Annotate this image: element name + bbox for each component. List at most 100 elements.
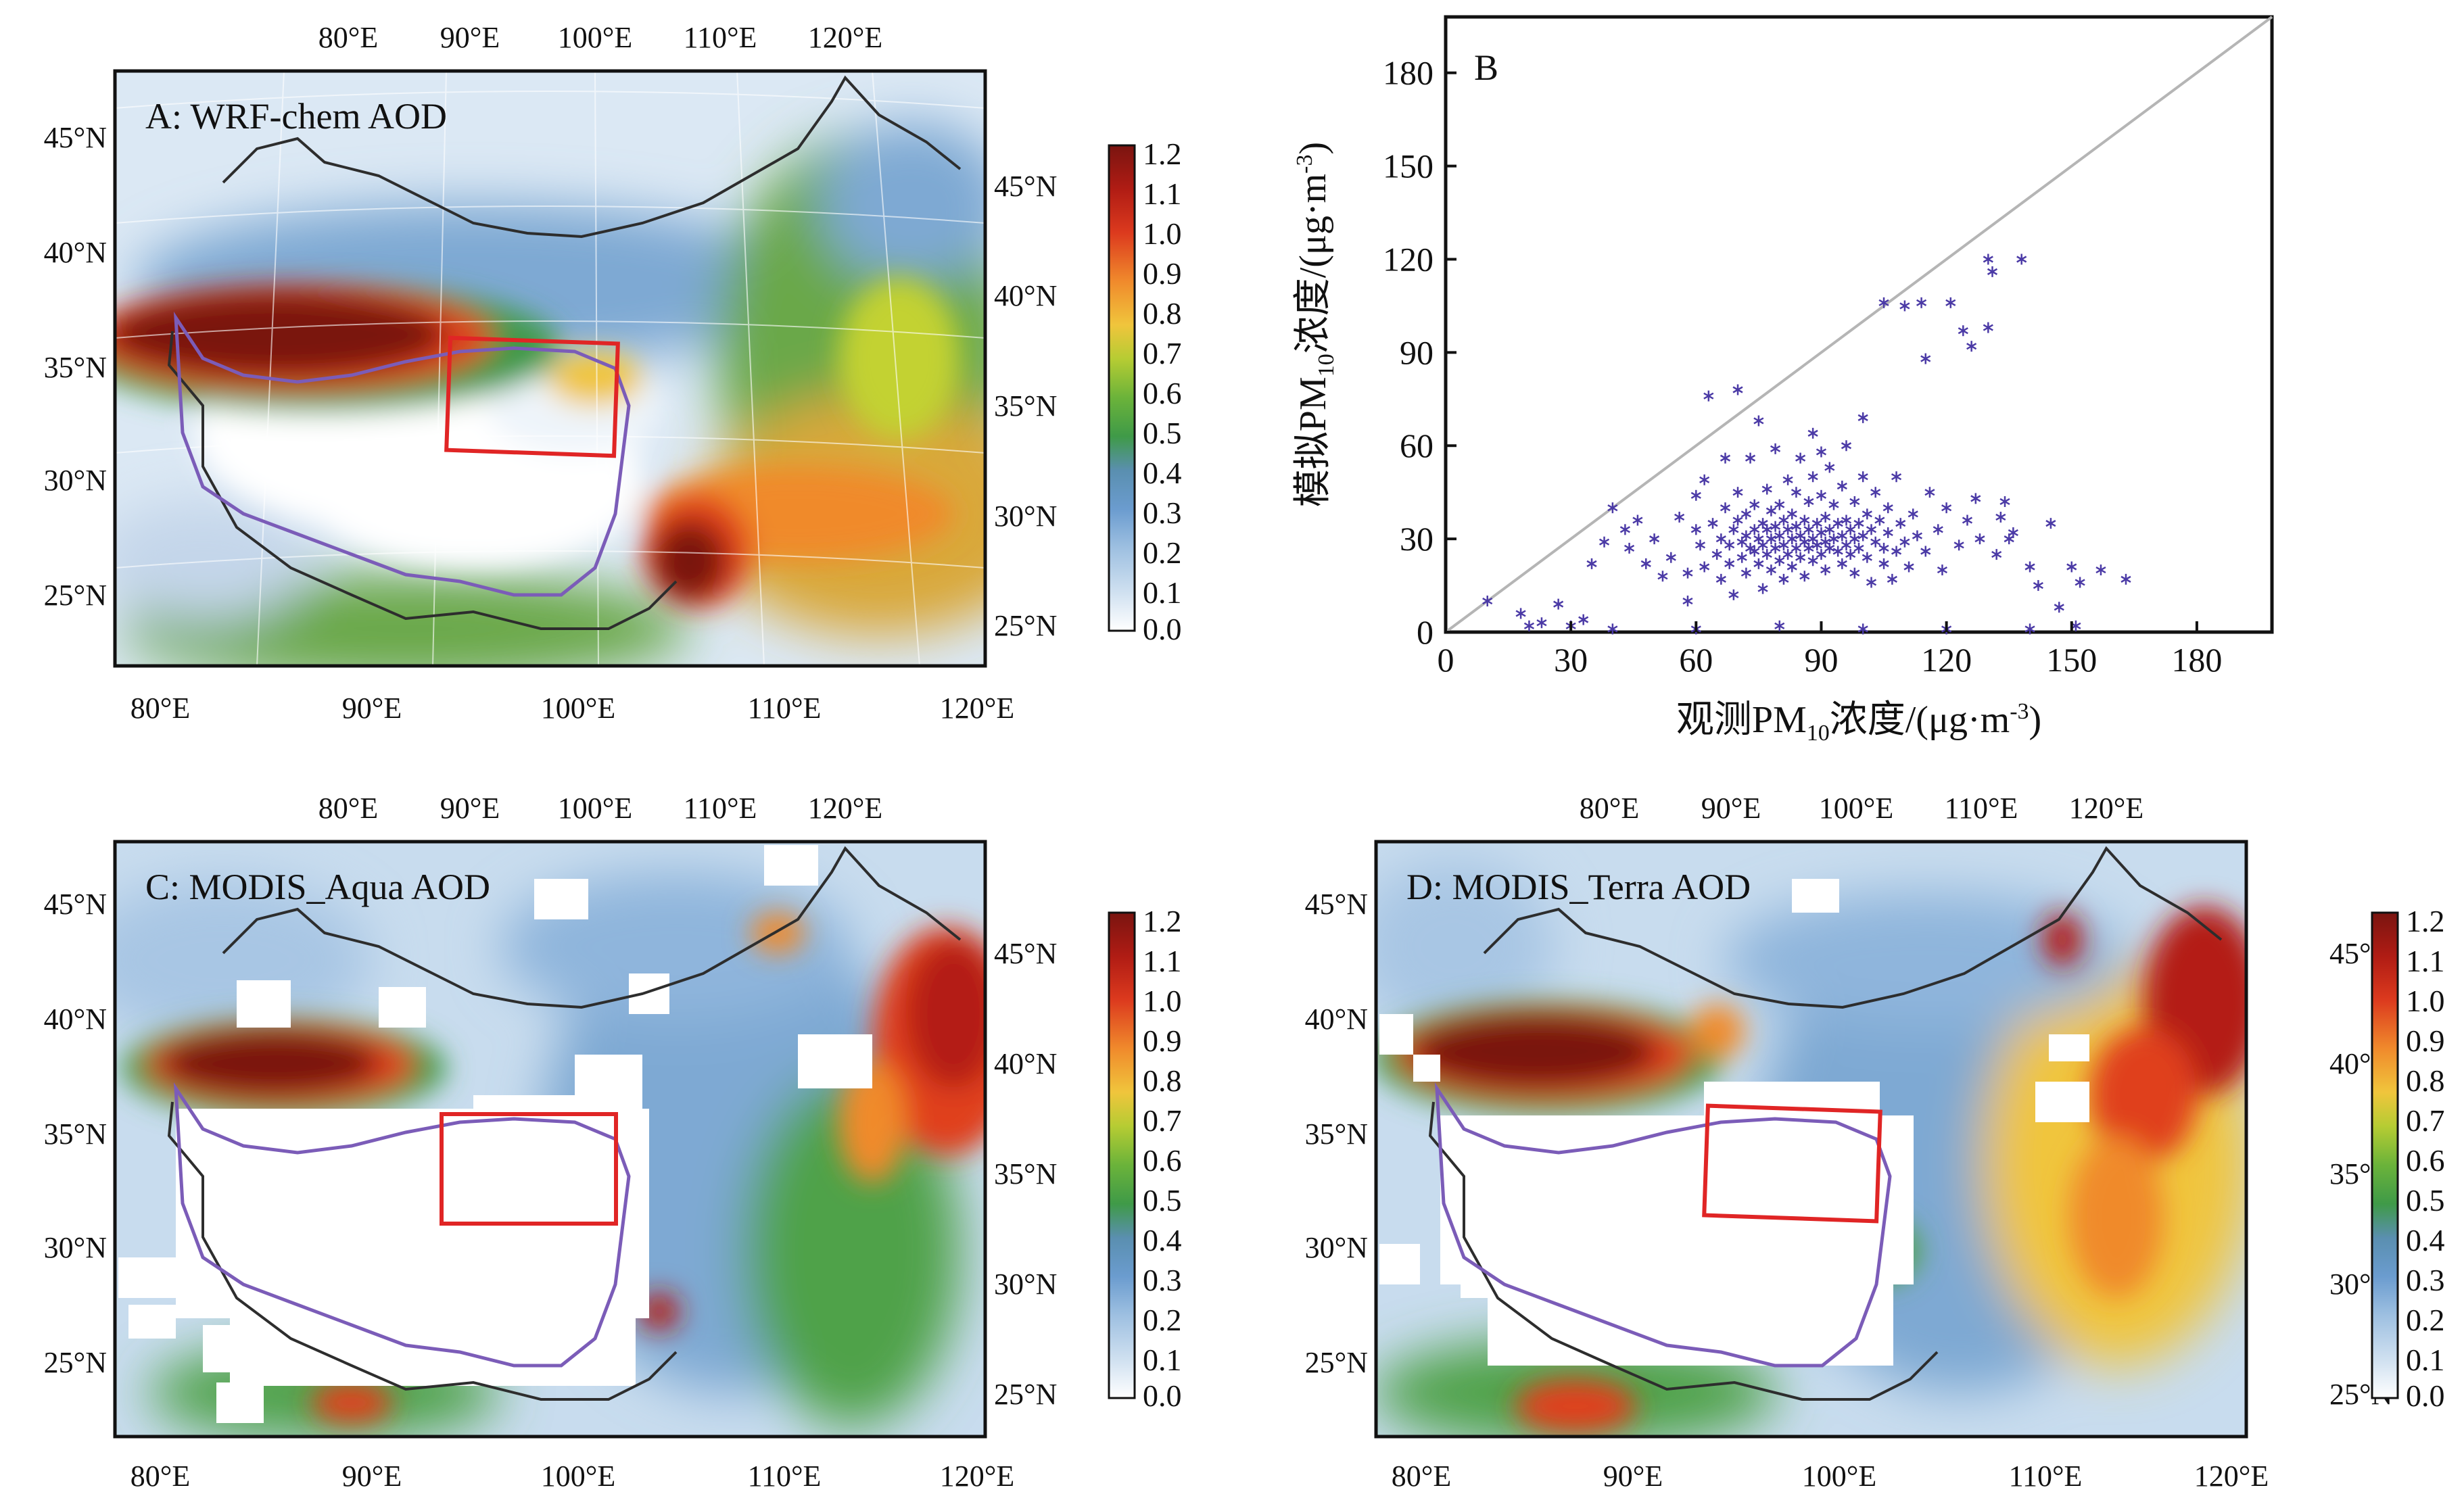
scatter-point xyxy=(1690,524,1701,535)
panel-d-left-lat-ticks: 45°N 40°N 35°N 30°N 25°N xyxy=(1305,888,1368,1379)
scatter-point xyxy=(1766,505,1776,516)
lon-tick-label: 90°E xyxy=(440,21,500,54)
panel-d-modis-terra-aod-map: D: MODIS_Terra AOD 80°E 90°E 100°E 110°E… xyxy=(1305,792,2445,1492)
x-axis-ticks: 0 30 60 90 120 150 180 xyxy=(1438,621,2222,679)
lon-tick-label: 90°E xyxy=(342,692,402,725)
scatter-point xyxy=(1849,567,1860,579)
scatter-point xyxy=(1878,542,1889,554)
panel-c-right-lat-ticks: 45°N 40°N 35°N 30°N 25°N xyxy=(994,937,1057,1411)
scatter-point xyxy=(1803,496,1814,507)
scatter-point xyxy=(1891,471,1902,483)
panel-a-bottom-lon-ticks: 80°E 90°E 100°E 110°E 120°E xyxy=(131,692,1014,725)
scatter-point xyxy=(1803,524,1814,535)
scatter-point xyxy=(1912,530,1922,542)
scatter-point xyxy=(1761,483,1772,495)
scatter-point xyxy=(1690,489,1701,501)
panel-b-scatter-chart: 0 30 60 90 120 150 180 0 30 60 90 120 150 180 B 观测PM… xyxy=(1292,15,2274,746)
scatter-point xyxy=(1778,539,1789,551)
colorbar-tick-label: 1.2 xyxy=(1143,904,1182,938)
colorbar-tick-label: 1.2 xyxy=(1143,137,1182,171)
lat-tick-label: 40°N xyxy=(44,236,107,269)
scatter-point xyxy=(1987,266,1998,277)
scatter-point xyxy=(1761,524,1772,535)
study-region-box-d xyxy=(1702,1103,1882,1224)
scatter-point xyxy=(1832,546,1843,557)
lon-tick-label: 80°E xyxy=(1580,792,1639,825)
scatter-point xyxy=(2054,602,2064,613)
scatter-point xyxy=(1933,524,1943,535)
x-tick-label: 150 xyxy=(2046,641,2097,679)
lat-tick-label: 30°N xyxy=(994,1268,1057,1301)
lat-tick-label: 25°N xyxy=(44,1346,107,1379)
scatter-point xyxy=(1749,546,1760,557)
scatter-point xyxy=(1770,542,1781,554)
scatter-point xyxy=(1999,496,2010,507)
scatter-point xyxy=(1849,496,1860,507)
scatter-point xyxy=(1807,471,1818,483)
panel-a-left-lat-ticks: 45°N 40°N 35°N 30°N 25°N xyxy=(44,121,107,612)
scatter-point xyxy=(1757,539,1768,551)
colorbar-a: 1.2 1.1 1.0 0.9 0.8 0.7 0.6 0.5 0.4 0.3 … xyxy=(1108,137,1182,646)
colorbar-tick-label: 0.9 xyxy=(1143,256,1182,291)
colorbar-tick-label: 0.5 xyxy=(1143,1183,1182,1218)
scatter-point xyxy=(1824,524,1835,535)
colorbar-tick-label: 0.3 xyxy=(1143,496,1182,530)
colorbar-c-bar xyxy=(1108,911,1136,1399)
lat-tick-label: 25°N xyxy=(994,609,1057,642)
lon-tick-label: 80°E xyxy=(131,1460,190,1492)
x-axis-label: 观测PM10浓度/(μg·m-3) xyxy=(1676,699,2041,746)
scatter-point xyxy=(1695,539,1706,551)
y-axis-label: 模拟PM10浓度/(μg·m-3) xyxy=(1292,142,1339,507)
study-region-box-a xyxy=(444,335,620,458)
colorbar-tick-label: 0.4 xyxy=(1143,456,1182,490)
colorbar-tick-label: 0.0 xyxy=(1143,1378,1182,1413)
colorbar-tick-label: 1.1 xyxy=(1143,944,1182,978)
scatter-point xyxy=(1774,555,1785,567)
scatter-point xyxy=(1841,539,1852,551)
scatter-point xyxy=(1820,564,1831,576)
scatter-point xyxy=(1649,533,1660,545)
scatter-point xyxy=(1761,549,1772,560)
scatter-point xyxy=(1983,254,1993,265)
scatter-point xyxy=(1795,452,1806,464)
lon-tick-label: 80°E xyxy=(318,21,378,54)
scatter-point xyxy=(1699,561,1710,573)
scatter-point xyxy=(1924,487,1935,498)
scatter-point xyxy=(1837,530,1847,542)
y-tick-label: 180 xyxy=(1383,54,1434,92)
scatter-point xyxy=(1665,552,1676,563)
scatter-point xyxy=(1745,452,1756,464)
aod-field-a xyxy=(115,71,985,666)
lon-tick-label: 100°E xyxy=(541,692,615,725)
scatter-point xyxy=(1937,564,1948,576)
scatter-point xyxy=(1966,341,1977,352)
scatter-point xyxy=(1958,325,1968,337)
scatter-point xyxy=(2121,573,2131,585)
scatter-point xyxy=(1720,452,1731,464)
colorbar-tick-label: 0.7 xyxy=(2406,1103,2445,1138)
lat-tick-label: 40°N xyxy=(994,1047,1057,1080)
x-tick-label: 30 xyxy=(1554,641,1588,679)
colorbar-tick-label: 0.1 xyxy=(1143,1343,1182,1377)
lat-tick-label: 45°N xyxy=(994,170,1057,203)
scatter-point xyxy=(1724,558,1735,569)
scatter-point xyxy=(1953,539,1964,551)
colorbar-tick-label: 1.0 xyxy=(1143,216,1182,251)
scatter-point xyxy=(2095,564,2106,576)
plateau-outline-a xyxy=(173,311,631,597)
lat-tick-label: 30°N xyxy=(1305,1231,1368,1264)
panel-d-top-lon-ticks: 80°E 90°E 100°E 110°E 120°E xyxy=(1580,792,2143,825)
scatter-point xyxy=(1766,533,1776,545)
panel-c-frame xyxy=(113,840,987,1439)
scatter-point xyxy=(1816,527,1827,538)
colorbar-tick-label: 0.0 xyxy=(2406,1378,2445,1413)
scatter-point xyxy=(1920,353,1931,364)
scatter-point xyxy=(1715,573,1726,585)
country-border-a xyxy=(167,75,962,630)
scatter-point xyxy=(1903,561,1914,573)
lat-tick-label: 35°N xyxy=(1305,1117,1368,1151)
colorbar-tick-label: 1.2 xyxy=(2406,904,2445,938)
x-tick-label: 180 xyxy=(2171,641,2222,679)
y-tick-label: 30 xyxy=(1400,520,1434,558)
colorbar-tick-label: 0.5 xyxy=(2406,1183,2445,1218)
